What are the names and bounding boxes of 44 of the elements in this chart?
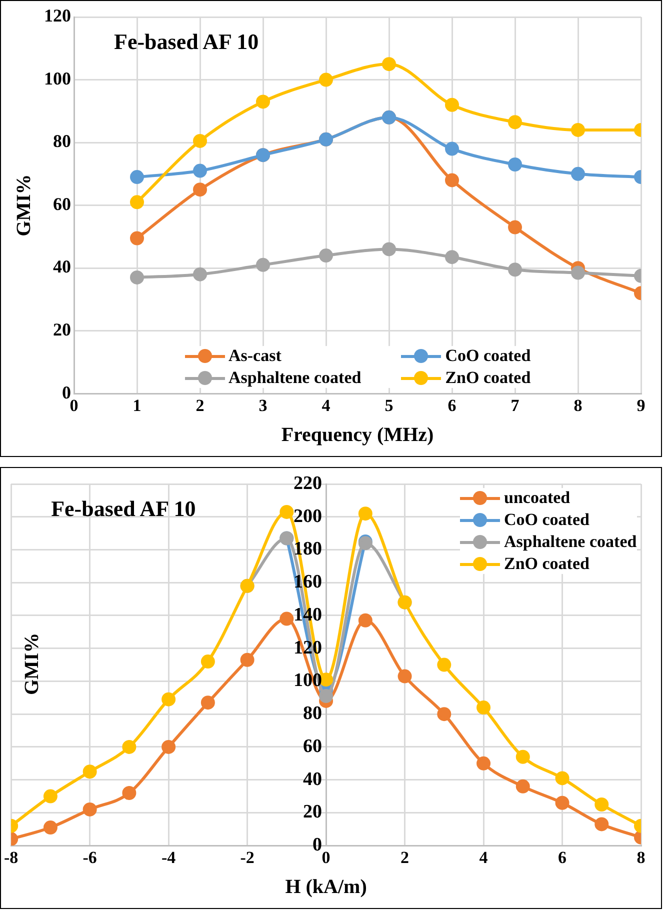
y-tick-label: 20 bbox=[53, 319, 71, 340]
x-tick-label: -6 bbox=[82, 848, 97, 868]
legend-label: Asphaltene coated bbox=[504, 532, 637, 552]
y-tick-label: 60 bbox=[303, 736, 322, 757]
y-axis-title: GMI% bbox=[13, 174, 36, 236]
y-tick-label: 80 bbox=[53, 131, 71, 152]
x-tick-label: -2 bbox=[240, 848, 254, 868]
x-tick-label: 4 bbox=[322, 396, 331, 416]
y-axis-title: GMI% bbox=[21, 632, 44, 695]
x-tick-label: 5 bbox=[384, 396, 394, 416]
text: Fe-based AF 10 bbox=[51, 496, 196, 522]
legend-label: CoO coated bbox=[445, 346, 531, 366]
x-tick-label: 3 bbox=[258, 396, 268, 416]
y-tick-label: 80 bbox=[303, 703, 322, 724]
legend-label: ZnO coated bbox=[445, 368, 531, 388]
x-tick-label: -4 bbox=[161, 848, 176, 868]
x-tick-label: 6 bbox=[448, 396, 456, 416]
y-tick-label: 40 bbox=[303, 768, 322, 790]
x-tick-label: 2 bbox=[400, 848, 410, 868]
y-tick-label: 200 bbox=[294, 506, 322, 527]
legend-label: CoO coated bbox=[504, 510, 590, 530]
text: Fe-based AF 10 bbox=[114, 29, 259, 55]
y-tick-label: 20 bbox=[303, 802, 322, 823]
legend-label: ZnO coated bbox=[504, 554, 590, 574]
x-tick-label: 9 bbox=[636, 396, 646, 416]
x-tick-label: 1 bbox=[132, 396, 142, 416]
x-tick-label: 6 bbox=[558, 848, 567, 868]
y-tick-label: 100 bbox=[44, 68, 71, 88]
x-tick-label: 7 bbox=[510, 396, 520, 416]
x-tick-label: 4 bbox=[479, 848, 488, 868]
y-tick-label: 0 bbox=[62, 382, 71, 402]
y-tick-label: 40 bbox=[53, 256, 71, 277]
x-tick-label: -8 bbox=[4, 848, 18, 868]
legend-label: As-cast bbox=[228, 346, 282, 366]
x-tick-label: 8 bbox=[574, 396, 582, 416]
x-tick-label: 8 bbox=[636, 848, 646, 868]
y-tick-label: 60 bbox=[53, 194, 71, 214]
y-tick-label: 120 bbox=[44, 6, 71, 26]
x-axis-title: Frequency (MHz) bbox=[281, 424, 434, 446]
legend-label: uncoated bbox=[504, 488, 570, 508]
x-tick-label: 2 bbox=[196, 396, 204, 416]
y-tick-label: 220 bbox=[294, 472, 322, 494]
legend-label: Asphaltene coated bbox=[228, 368, 362, 388]
x-axis-title: H (kA/m) bbox=[285, 876, 367, 898]
